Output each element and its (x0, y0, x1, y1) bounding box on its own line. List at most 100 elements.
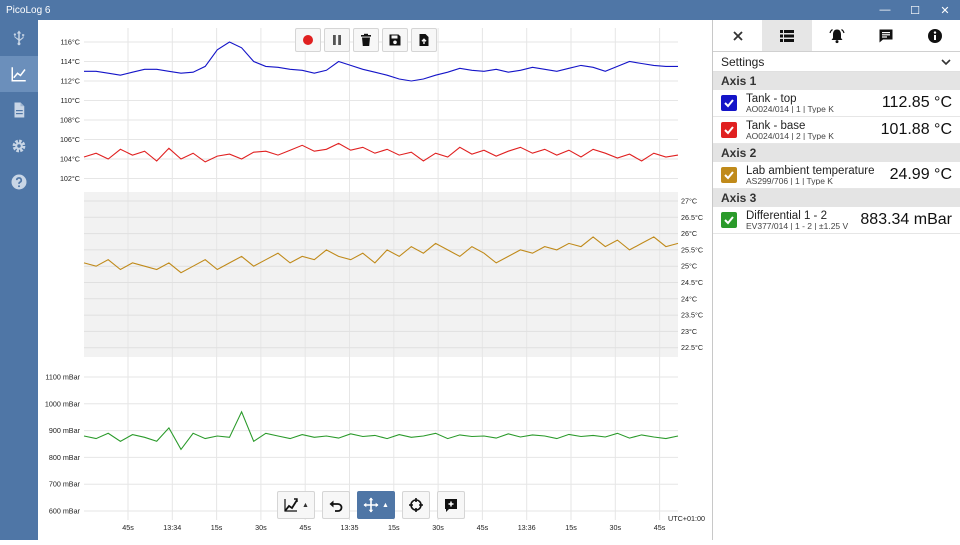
auto-scale-icon (284, 498, 298, 512)
channel-row-tank-base[interactable]: Tank - base AO024/014 | 2 | Type K 101.8… (713, 117, 960, 144)
x-tick-label: 15s (565, 523, 577, 532)
sidebar-item-settings[interactable] (0, 128, 38, 164)
add-annotation-icon (444, 499, 457, 512)
channel-name: Lab ambient temperature (746, 164, 875, 177)
channel-value: 112.85 °C (881, 94, 952, 111)
settings-header[interactable]: Settings (713, 52, 960, 72)
tab-close[interactable] (713, 20, 762, 51)
channel-row-differential[interactable]: Differential 1 - 2 EV377/014 | 1 - 2 | ±… (713, 207, 960, 234)
channel-checkbox[interactable] (721, 167, 737, 183)
save-button[interactable] (382, 28, 408, 52)
axis2-tick-label: 24°C (681, 294, 697, 303)
notes-icon (879, 29, 893, 42)
tab-alarms[interactable] (812, 20, 861, 51)
document-icon (14, 102, 25, 118)
axis-header: Axis 3 (713, 189, 960, 207)
axis-header: Axis 2 (713, 144, 960, 162)
record-button[interactable] (295, 28, 321, 52)
axis1-tick-label: 114°C (60, 57, 80, 66)
x-tick-label: 13:35 (341, 523, 359, 532)
axis3-tick-label: 600 mBar (49, 507, 81, 516)
info-icon (928, 28, 943, 43)
auto-scale-dropdown-icon[interactable]: ▲ (302, 501, 309, 509)
crosshair-icon (408, 498, 423, 512)
timezone-label: UTC+01:00 (668, 514, 705, 523)
axis3-tick-label: 1100 mBar (45, 373, 80, 382)
undo-button[interactable] (321, 491, 350, 519)
settings-label: Settings (721, 54, 765, 69)
x-tick-label: 13:34 (163, 523, 181, 532)
alarm-icon (828, 28, 845, 43)
channel-checkbox[interactable] (721, 122, 737, 138)
sidebar-item-graph[interactable] (0, 56, 38, 92)
x-tick-label: 30s (610, 523, 622, 532)
channel-details: EV377/014 | 1 - 2 | ±1.25 V (746, 220, 849, 231)
axis2-tick-label: 26.5°C (681, 213, 703, 222)
axis3-tick-label: 900 mBar (49, 426, 81, 435)
graph-toolbar: ▲ ▲ (277, 491, 465, 519)
pause-icon (333, 35, 341, 45)
sidebar-item-notes[interactable] (0, 92, 38, 128)
move-button[interactable]: ▲ (356, 491, 395, 519)
channel-row-lab-ambient[interactable]: Lab ambient temperature AS299/706 | 1 | … (713, 162, 960, 189)
minimize-button[interactable]: — (879, 4, 891, 16)
axis2-tick-label: 27°C (681, 197, 697, 206)
axis1-tick-label: 108°C (60, 116, 80, 125)
check-icon (724, 99, 734, 108)
channel-row-tank-top[interactable]: Tank - top AO024/014 | 1 | Type K 112.85… (713, 90, 960, 117)
axis1-tick-label: 104°C (60, 155, 80, 164)
sidebar (0, 20, 38, 540)
sidebar-item-help[interactable] (0, 164, 38, 200)
export-button[interactable] (411, 28, 437, 52)
channel-value: 24.99 °C (889, 166, 952, 183)
tab-notes[interactable] (861, 20, 910, 51)
axis2-tick-label: 26°C (681, 229, 697, 238)
pause-button[interactable] (324, 28, 350, 52)
tab-info[interactable] (911, 20, 960, 51)
close-window-button[interactable]: ✕ (940, 4, 950, 17)
axis3-tick-label: 800 mBar (49, 453, 81, 462)
channel-name: Tank - top (746, 92, 797, 105)
axis1-tick-label: 102°C (60, 174, 80, 183)
axis2-tick-label: 22.5°C (681, 343, 703, 352)
channel-name: Tank - base (746, 119, 806, 132)
maximize-button[interactable]: ☐ (910, 4, 920, 17)
trash-icon (361, 33, 371, 46)
sidebar-item-devices[interactable] (0, 20, 38, 56)
title-bar: PicoLog 6 — ☐ ✕ (0, 0, 960, 20)
channel-panel: Settings Axis 1 Tank - top AO024/014 | 1… (713, 20, 960, 540)
graph-area[interactable]: 45s 13:34 15s 30s 45s 13:35 15s 30s 45s 13:36 15s 3… (38, 20, 712, 540)
channel-checkbox[interactable] (721, 95, 737, 111)
panel-divider[interactable] (712, 20, 713, 540)
usb-icon (13, 30, 25, 46)
move-icon (363, 497, 379, 513)
axis2-band (84, 192, 678, 357)
axis3-tick-label: 700 mBar (49, 480, 81, 489)
axis1-tick-label: 106°C (60, 135, 80, 144)
chevron-down-icon (941, 58, 951, 65)
tab-channels[interactable] (762, 20, 812, 51)
window-title: PicoLog 6 (6, 4, 51, 16)
series-line-tank-base (83, 142, 679, 163)
x-tick-label: 45s (122, 523, 134, 532)
channel-details: AO024/014 | 1 | Type K (746, 103, 834, 114)
graph-icon (11, 67, 26, 82)
channel-value: 883.34 mBar (860, 211, 952, 228)
auto-scale-button[interactable]: ▲ (277, 491, 315, 519)
axis-header: Axis 1 (713, 72, 960, 90)
axis1-tick-label: 110°C (60, 96, 80, 105)
crosshair-button[interactable] (401, 491, 430, 519)
move-dropdown-icon[interactable]: ▲ (381, 501, 389, 509)
series-line-lab-ambient-temperature (83, 236, 679, 274)
channel-checkbox[interactable] (721, 212, 737, 228)
check-icon (724, 171, 734, 180)
channel-name: Differential 1 - 2 (746, 209, 827, 222)
series-line-tank-top (84, 41, 678, 82)
chart[interactable]: 45s 13:34 15s 30s 45s 13:35 15s 30s 45s 13:36 15s 3… (38, 20, 712, 540)
add-annotation-button[interactable] (436, 491, 465, 519)
save-icon (389, 34, 401, 46)
series-line-differential-1-2 (83, 410, 679, 451)
x-tick-label: 15s (388, 523, 400, 532)
delete-button[interactable] (353, 28, 379, 52)
check-icon (724, 126, 734, 135)
